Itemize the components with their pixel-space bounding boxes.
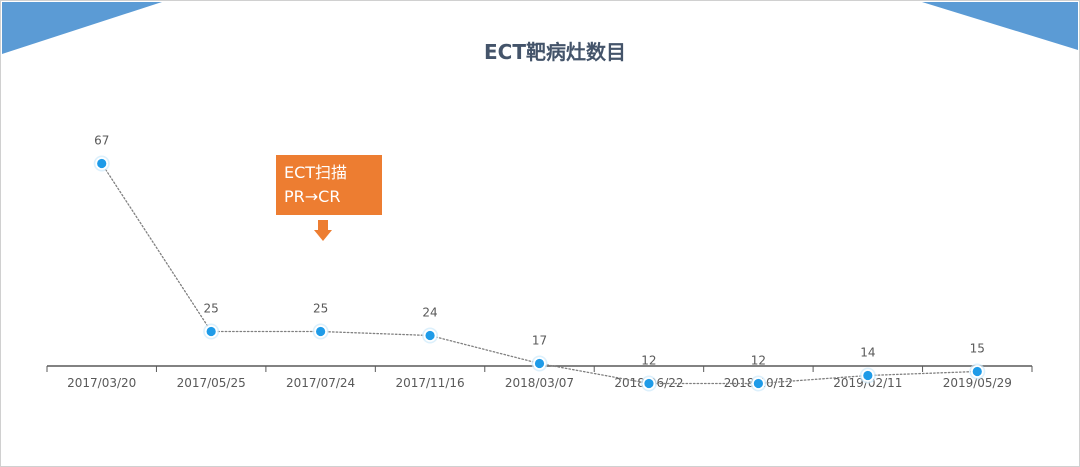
data-label: 67 — [94, 134, 109, 148]
annotation-callout: ECT扫描 PR→CR — [276, 155, 382, 215]
down-arrow-icon — [314, 220, 332, 242]
data-point — [423, 329, 437, 342]
data-label: 17 — [532, 334, 547, 348]
series-line — [101, 162, 978, 385]
callout-line-2: PR→CR — [284, 187, 341, 206]
data-point — [970, 365, 984, 378]
data-label: 12 — [751, 354, 766, 368]
data-label: 25 — [204, 302, 219, 316]
data-label: 25 — [313, 302, 328, 316]
data-point — [533, 357, 546, 370]
data-point — [314, 325, 328, 338]
data-point — [95, 157, 109, 170]
x-tick-label: 2017/07/24 — [286, 376, 355, 390]
data-point — [642, 377, 656, 390]
x-tick-label: 2018/03/07 — [505, 376, 574, 390]
x-tick-label: 2017/03/20 — [67, 376, 136, 390]
chart-title: ECT靶病灶数目 — [484, 40, 626, 64]
data-point — [204, 325, 218, 338]
x-tick-label: 2017/05/25 — [177, 376, 246, 390]
data-label: 12 — [641, 354, 656, 368]
x-tick-label: 2017/11/16 — [395, 376, 464, 390]
data-label: 14 — [860, 346, 875, 360]
data-point — [751, 377, 765, 390]
data-label: 24 — [422, 306, 437, 320]
data-point — [861, 369, 875, 382]
x-tick-label: 2019/05/29 — [943, 376, 1012, 390]
data-label: 15 — [970, 342, 985, 356]
callout-line-1: ECT扫描 — [284, 163, 348, 182]
